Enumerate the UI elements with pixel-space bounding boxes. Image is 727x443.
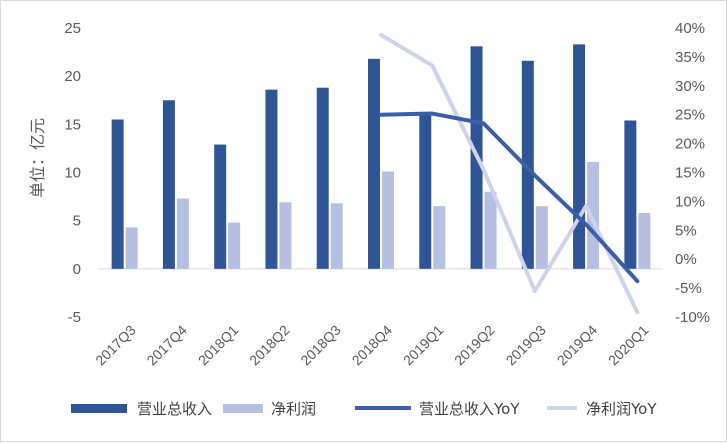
right-axis-ticks: -10% -5% 0% 5% 10% 15% 20% 25% 30% 35% 40% [675,20,710,326]
net-profit-bar [176,198,189,269]
left-tick-label: 15 [64,116,81,133]
line-series [379,32,640,315]
revenue-bar [521,60,534,269]
left-tick-label: 5 [73,213,81,230]
revenue-yoy-line [379,111,640,284]
category-axis-labels: 2017Q3 2017Q4 2018Q1 2018Q2 2018Q3 2018Q4 2019… [92,322,651,369]
category-label: 2019Q1 [400,322,447,369]
net-profit-bar [279,202,292,269]
left-tick-label: 25 [64,20,81,37]
net-profit-bar [433,206,446,269]
right-tick-label: 10% [675,193,705,210]
right-tick-label: 40% [675,20,705,37]
net-profit-yoy-line [379,32,640,315]
legend-marker [223,404,263,413]
net-profit-bar [228,222,241,269]
category-label: 2019Q2 [451,322,498,369]
legend-label: 营业总收入 [137,400,212,418]
y-axis-label: 单位：亿元 [28,118,47,198]
net-profit-bar [125,227,138,269]
category-label: 2018Q3 [297,322,344,369]
category-label: 2018Q1 [195,322,242,369]
revenue-bar [573,44,586,269]
left-tick-label: 20 [64,68,81,85]
right-tick-label: 20% [675,136,705,153]
category-label: 2018Q2 [246,322,293,369]
left-tick-label: -5 [68,309,81,326]
category-label: 2020Q1 [605,322,652,369]
category-label: 2019Q4 [554,322,601,369]
right-tick-label: 15% [675,165,705,182]
revenue-bar [265,89,278,269]
net-profit-bar [484,191,497,269]
net-profit-bar [638,212,651,269]
legend-label: 营业总收入YoY [419,400,520,418]
net-profit-bar [330,203,343,269]
revenue-bar [316,87,329,269]
right-tick-label: 0% [675,251,697,268]
net-profit-bar [382,171,394,269]
revenue-bar [214,144,227,269]
category-label: 2019Q3 [502,322,549,369]
left-tick-label: 10 [64,165,81,182]
legend-net-profit: 净利润 [223,400,316,418]
legend-net-profit-yoy: 净利润YoY [547,400,657,418]
right-tick-label: 35% [675,49,705,66]
legend-label: 净利润 [271,400,316,418]
right-tick-label: 30% [675,78,705,95]
net-profit-bar [535,206,548,269]
category-label: 2017Q3 [92,322,139,369]
category-label: 2017Q4 [143,322,190,369]
legend-label: 净利润YoY [586,400,657,418]
legend-revenue-yoy: 营业总收入YoY [355,400,520,418]
revenue-bar [624,120,637,269]
revenue-bar [419,113,432,269]
right-tick-label: -10% [675,309,710,326]
legend-revenue: 营业总收入 [71,400,212,418]
revenue-bar [368,58,380,269]
left-axis-ticks: -5 0 5 10 15 20 25 [64,20,81,326]
right-tick-label: -5% [675,280,702,297]
left-tick-label: 0 [73,261,81,278]
net-profit-bar [587,161,600,269]
revenue-bar [111,119,124,269]
revenue-bar [162,100,175,269]
right-tick-label: 5% [675,222,697,239]
right-tick-label: 25% [675,107,705,124]
legend: 营业总收入 净利润 营业总收入YoY 净利润YoY [71,400,657,418]
category-label: 2018Q4 [349,322,396,369]
legend-marker [71,404,127,413]
